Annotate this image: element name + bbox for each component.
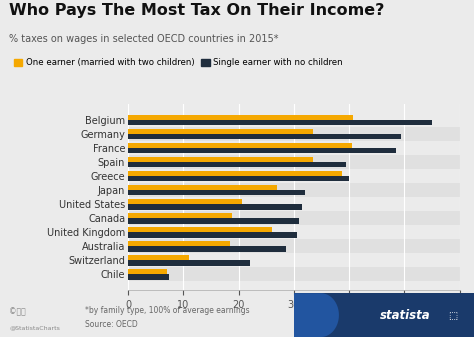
Bar xyxy=(117,113,474,127)
Bar xyxy=(128,176,349,181)
Text: *by family type, 100% of average earnings: *by family type, 100% of average earning… xyxy=(85,306,250,315)
Bar xyxy=(128,148,396,153)
Text: % taxes on wages in selected OECD countries in 2015*: % taxes on wages in selected OECD countr… xyxy=(9,34,279,44)
Bar xyxy=(128,171,342,176)
Polygon shape xyxy=(294,293,339,337)
Bar xyxy=(128,269,167,274)
Bar xyxy=(117,197,474,211)
Bar xyxy=(128,274,169,280)
Bar xyxy=(128,162,346,167)
Bar xyxy=(128,157,313,162)
Bar xyxy=(117,225,474,239)
Text: statista: statista xyxy=(380,309,431,323)
Text: ⬚: ⬚ xyxy=(448,311,457,321)
Text: @StatistaCharts: @StatistaCharts xyxy=(9,325,60,330)
Bar xyxy=(117,127,474,141)
Bar xyxy=(128,255,189,261)
Bar xyxy=(128,227,272,232)
Bar xyxy=(117,169,474,183)
Bar xyxy=(128,241,230,246)
Bar xyxy=(117,183,474,197)
Bar xyxy=(128,115,353,120)
Bar xyxy=(128,143,352,148)
Bar xyxy=(128,120,432,125)
Bar xyxy=(128,204,302,210)
Bar xyxy=(117,253,474,267)
Bar xyxy=(128,213,232,218)
Bar xyxy=(128,185,277,190)
Text: ©ⓘⓢ: ©ⓘⓢ xyxy=(9,308,26,317)
Bar xyxy=(128,190,305,195)
Bar xyxy=(128,129,313,134)
Legend: One earner (married with two children), Single earner with no children: One earner (married with two children), … xyxy=(14,58,343,67)
Bar xyxy=(128,260,250,266)
Bar xyxy=(128,246,285,252)
Text: Who Pays The Most Tax On Their Income?: Who Pays The Most Tax On Their Income? xyxy=(9,3,385,19)
Bar xyxy=(128,232,297,238)
Bar xyxy=(117,267,474,281)
Bar xyxy=(117,155,474,169)
Bar xyxy=(128,218,300,223)
Bar xyxy=(117,239,474,253)
Bar xyxy=(117,141,474,155)
Text: Source: OECD: Source: OECD xyxy=(85,319,138,329)
Bar xyxy=(128,199,242,204)
Bar xyxy=(117,211,474,225)
Bar xyxy=(128,134,401,139)
